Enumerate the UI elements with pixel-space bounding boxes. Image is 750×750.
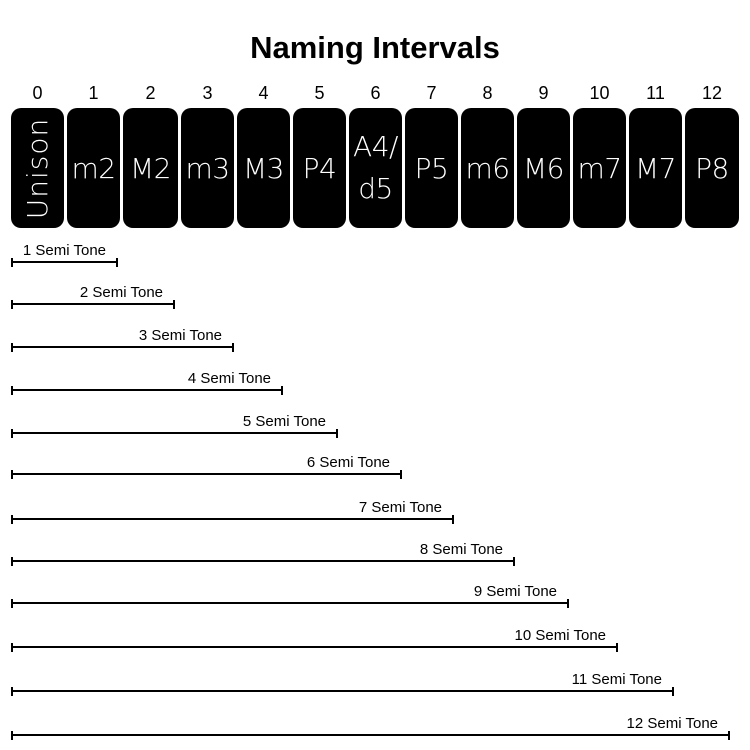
span-start-tick (11, 515, 13, 524)
interval-cell: m2 (67, 108, 120, 228)
semitone-number: 2 (145, 83, 156, 103)
semitone-number: 12 (701, 83, 723, 103)
span-end-tick (452, 515, 454, 524)
interval-cell: P4 (293, 108, 346, 228)
span-start-tick (11, 643, 13, 652)
semitone-number: 11 (646, 83, 665, 103)
span-bar (11, 518, 454, 520)
span-end-tick (173, 300, 175, 309)
span-label: 8 Semi Tone (419, 541, 503, 558)
semitone-number: 9 (538, 83, 549, 103)
interval-name: Unison (21, 117, 55, 219)
interval-cell: P8 (685, 108, 739, 228)
interval-cell: m6 (461, 108, 514, 228)
interval-name: M6 (523, 151, 564, 185)
span-bar (11, 346, 234, 348)
interval-name: m2 (71, 151, 116, 185)
span-bar (11, 734, 730, 736)
span-end-tick (567, 599, 569, 608)
interval-cell: M3 (237, 108, 290, 228)
span-end-tick (116, 258, 118, 267)
span-label: 5 Semi Tone (242, 413, 326, 430)
semitone-number: 7 (426, 83, 437, 103)
span-end-tick (400, 470, 402, 479)
span-label: 1 Semi Tone (22, 242, 106, 259)
interval-cell: M2 (123, 108, 178, 228)
span-label: 12 Semi Tone (626, 715, 718, 732)
span-bar (11, 560, 515, 562)
span-label: 10 Semi Tone (514, 627, 606, 644)
semitone-number: 1 (88, 83, 99, 103)
semitone-number: 10 (589, 83, 610, 103)
span-end-tick (513, 557, 515, 566)
span-label: 4 Semi Tone (187, 370, 271, 387)
span-start-tick (11, 599, 13, 608)
interval-cell: m3 (181, 108, 234, 228)
span-bar (11, 602, 569, 604)
span-bar (11, 432, 338, 434)
span-label: 3 Semi Tone (138, 327, 222, 344)
span-bar (11, 261, 118, 263)
interval-name: M2 (130, 151, 171, 185)
interval-name: M3 (243, 151, 284, 185)
interval-cell: P5 (405, 108, 458, 228)
span-label: 11 Semi Tone (571, 671, 662, 688)
span-bar (11, 690, 674, 692)
span-start-tick (11, 470, 13, 479)
semitone-number: 8 (482, 83, 493, 103)
interval-cell: M6 (517, 108, 570, 228)
semitone-number: 0 (32, 83, 43, 103)
interval-name: m6 (465, 151, 510, 185)
span-bar (11, 303, 175, 305)
span-start-tick (11, 258, 13, 267)
interval-cell: A4/ d5 (349, 108, 402, 228)
span-end-tick (616, 643, 618, 652)
semitone-number: 3 (202, 83, 213, 103)
semitone-number: 5 (314, 83, 325, 103)
span-start-tick (11, 731, 13, 740)
span-end-tick (336, 429, 338, 438)
interval-name: A4/ d5 (353, 130, 398, 205)
interval-name: P8 (695, 151, 729, 185)
span-label: 9 Semi Tone (473, 583, 557, 600)
span-start-tick (11, 429, 13, 438)
span-end-tick (232, 343, 234, 352)
interval-name: M7 (635, 151, 676, 185)
span-label: 2 Semi Tone (79, 284, 163, 301)
span-label: 6 Semi Tone (306, 454, 390, 471)
span-label: 7 Semi Tone (358, 499, 442, 516)
span-end-tick (281, 386, 283, 395)
diagram-title: Naming Intervals (250, 30, 500, 65)
span-start-tick (11, 343, 13, 352)
semitone-number: 4 (258, 83, 269, 103)
interval-name: P4 (302, 151, 337, 185)
semitone-number: 6 (370, 83, 381, 103)
interval-name: m7 (577, 151, 622, 185)
span-end-tick (672, 687, 674, 696)
span-start-tick (11, 386, 13, 395)
span-start-tick (11, 300, 13, 309)
span-bar (11, 646, 618, 648)
span-bar (11, 389, 283, 391)
span-bar (11, 473, 402, 475)
interval-name: P5 (414, 151, 449, 185)
span-end-tick (728, 731, 730, 740)
span-start-tick (11, 687, 13, 696)
interval-cell: M7 (629, 108, 682, 228)
interval-name: m3 (185, 151, 230, 185)
span-start-tick (11, 557, 13, 566)
interval-cell: Unison (11, 108, 64, 228)
interval-cell: m7 (573, 108, 626, 228)
